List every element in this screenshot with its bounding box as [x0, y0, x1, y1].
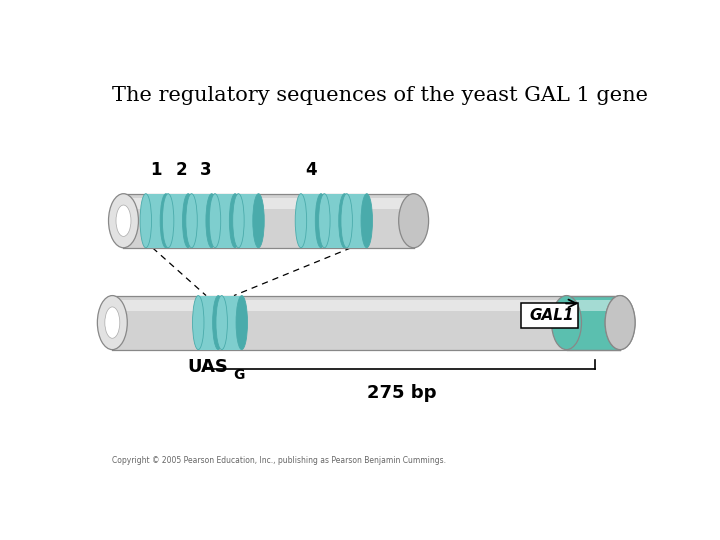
Text: G: G	[233, 368, 245, 382]
Bar	[301, 194, 321, 248]
Text: 3: 3	[200, 161, 212, 179]
Bar	[192, 194, 212, 248]
Bar	[145, 194, 166, 248]
Ellipse shape	[186, 194, 197, 248]
Ellipse shape	[236, 295, 248, 349]
Bar	[567, 300, 620, 310]
Ellipse shape	[253, 194, 264, 248]
Ellipse shape	[295, 194, 307, 248]
Ellipse shape	[216, 295, 228, 349]
Ellipse shape	[116, 205, 131, 237]
Bar	[168, 194, 188, 248]
Bar	[112, 300, 620, 310]
Ellipse shape	[552, 295, 582, 349]
Bar	[238, 194, 258, 248]
Bar	[324, 194, 344, 248]
Text: 4: 4	[306, 161, 318, 179]
Bar	[567, 295, 620, 349]
Ellipse shape	[361, 194, 372, 248]
Text: UAS: UAS	[188, 358, 228, 376]
Text: 2: 2	[175, 161, 186, 179]
Ellipse shape	[233, 194, 244, 248]
Ellipse shape	[605, 295, 635, 349]
Bar	[124, 198, 413, 209]
Text: 275 bp: 275 bp	[366, 384, 436, 402]
Ellipse shape	[230, 194, 240, 248]
Ellipse shape	[319, 194, 330, 248]
Ellipse shape	[105, 307, 120, 338]
Bar	[112, 295, 620, 349]
Ellipse shape	[399, 194, 428, 248]
Ellipse shape	[97, 295, 127, 349]
Ellipse shape	[160, 194, 171, 248]
Ellipse shape	[109, 194, 138, 248]
Ellipse shape	[605, 295, 635, 349]
Bar	[222, 295, 242, 349]
Bar	[198, 295, 218, 349]
Ellipse shape	[206, 194, 217, 248]
Ellipse shape	[140, 194, 151, 248]
Text: GAL1: GAL1	[529, 308, 574, 323]
Ellipse shape	[163, 194, 174, 248]
Text: 1: 1	[150, 161, 161, 179]
Ellipse shape	[210, 194, 221, 248]
Bar	[347, 194, 366, 248]
Ellipse shape	[341, 194, 352, 248]
Ellipse shape	[338, 194, 350, 248]
Ellipse shape	[212, 295, 224, 349]
Text: Copyright © 2005 Pearson Education, Inc., publishing as Pearson Benjamin Cumming: Copyright © 2005 Pearson Education, Inc.…	[112, 456, 446, 465]
Bar	[124, 194, 413, 248]
Text: The regulatory sequences of the yeast GAL 1 gene: The regulatory sequences of the yeast GA…	[112, 85, 648, 105]
Bar	[215, 194, 235, 248]
FancyBboxPatch shape	[521, 302, 578, 328]
Ellipse shape	[182, 194, 194, 248]
Ellipse shape	[315, 194, 327, 248]
Ellipse shape	[192, 295, 204, 349]
